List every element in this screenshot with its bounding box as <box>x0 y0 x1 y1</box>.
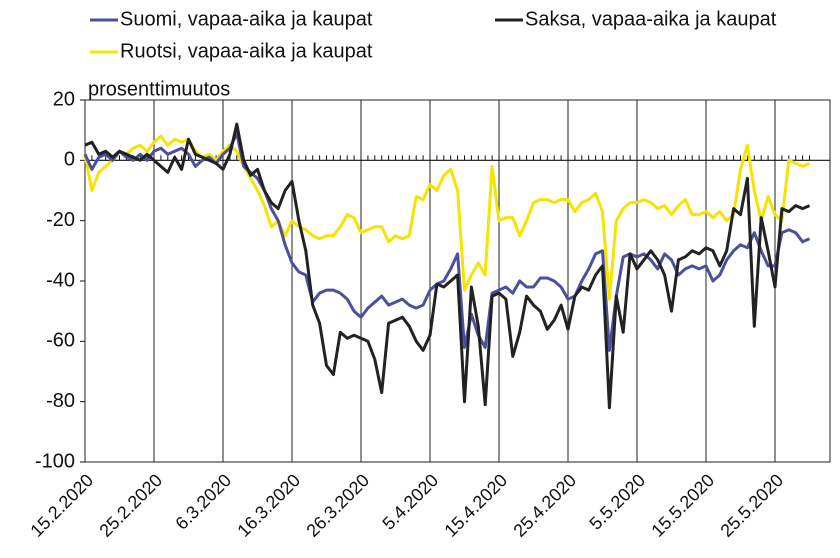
x-tick-label: 26.3.2020 <box>302 470 373 541</box>
x-tick-label: 15.4.2020 <box>440 470 511 541</box>
y-tick-label: -80 <box>46 390 75 412</box>
series-line <box>83 134 811 301</box>
y-tick-label: 20 <box>53 88 75 110</box>
x-tick-label: 25.4.2020 <box>509 470 580 541</box>
x-tick-label: 5.5.2020 <box>585 470 649 534</box>
x-tick-label: 15.5.2020 <box>647 470 718 541</box>
x-tick-label: 25.2.2020 <box>95 470 166 541</box>
series-line <box>83 131 811 352</box>
x-tick-label: 15.2.2020 <box>26 470 97 541</box>
legend-label: Saksa, vapaa-aika ja kaupat <box>525 8 777 30</box>
y-tick-label: 0 <box>64 149 75 171</box>
x-tick-label: 16.3.2020 <box>233 470 304 541</box>
series-line <box>84 122 811 410</box>
y-tick-label: -20 <box>46 209 75 231</box>
x-tick-label: 5.4.2020 <box>378 470 442 534</box>
x-tick-label: 6.3.2020 <box>171 470 235 534</box>
legend-label: Ruotsi, vapaa-aika ja kaupat <box>120 40 373 62</box>
y-tick-label: -60 <box>46 330 75 352</box>
y-tick-label: -100 <box>35 450 75 472</box>
y-tick-label: -40 <box>46 269 75 291</box>
y-axis-label: prosenttimuutos <box>88 78 230 100</box>
plot-frame <box>84 99 831 463</box>
x-tick-label: 25.5.2020 <box>716 470 787 541</box>
legend-label: Suomi, vapaa-aika ja kaupat <box>120 8 373 30</box>
